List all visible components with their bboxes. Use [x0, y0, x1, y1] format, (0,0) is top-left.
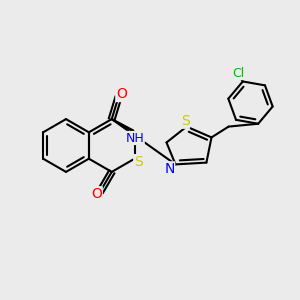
Text: S: S: [134, 155, 142, 169]
Text: S: S: [181, 114, 190, 128]
Text: O: O: [116, 88, 127, 101]
Text: O: O: [91, 187, 102, 201]
Text: N: N: [164, 162, 175, 176]
Text: Cl: Cl: [232, 67, 244, 80]
Text: NH: NH: [125, 131, 144, 145]
